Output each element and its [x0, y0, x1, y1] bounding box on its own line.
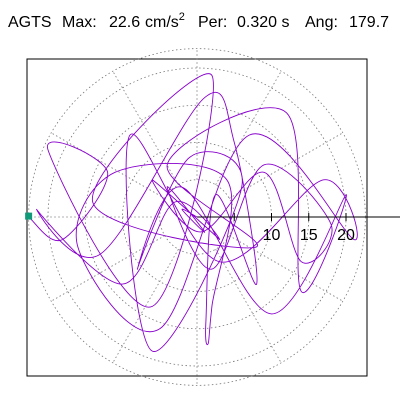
- grid-spoke-300: [215, 249, 282, 364]
- station-label: AGTS: [8, 14, 52, 31]
- radial-tick-label-15: 15: [300, 227, 318, 244]
- header: AGTS Max: 22.6 cm/s2 Per: 0.320 s Ang: 1…: [0, 0, 400, 44]
- grid-spoke-60: [215, 70, 282, 185]
- grid-spoke-120: [112, 70, 179, 185]
- grid-spoke-330: [229, 235, 344, 302]
- grid-spoke-30: [229, 132, 344, 199]
- max-unit: cm/s2: [145, 11, 185, 32]
- max-label: Max:: [62, 14, 97, 31]
- radial-tick-label-20: 20: [337, 227, 355, 244]
- max-unit-text: cm/s: [145, 14, 179, 31]
- grid-spoke-210: [50, 235, 165, 302]
- particle-motion-trace: [28, 73, 358, 352]
- grid-spoke-240: [112, 249, 179, 364]
- max-unit-exponent: 2: [178, 11, 185, 23]
- radial-tick-label-10: 10: [263, 227, 281, 244]
- period-value: 0.320 s: [237, 14, 290, 31]
- angle-label: Ang:: [305, 14, 338, 31]
- angle-value: 179.7: [349, 14, 390, 31]
- axis-layer: 10 15 20: [197, 213, 400, 244]
- grid-spoke-150: [50, 132, 165, 199]
- max-value: 22.6: [109, 14, 141, 31]
- max-amplitude-marker: [25, 212, 33, 220]
- trace-layer: [25, 73, 358, 352]
- period-label: Per:: [198, 14, 228, 31]
